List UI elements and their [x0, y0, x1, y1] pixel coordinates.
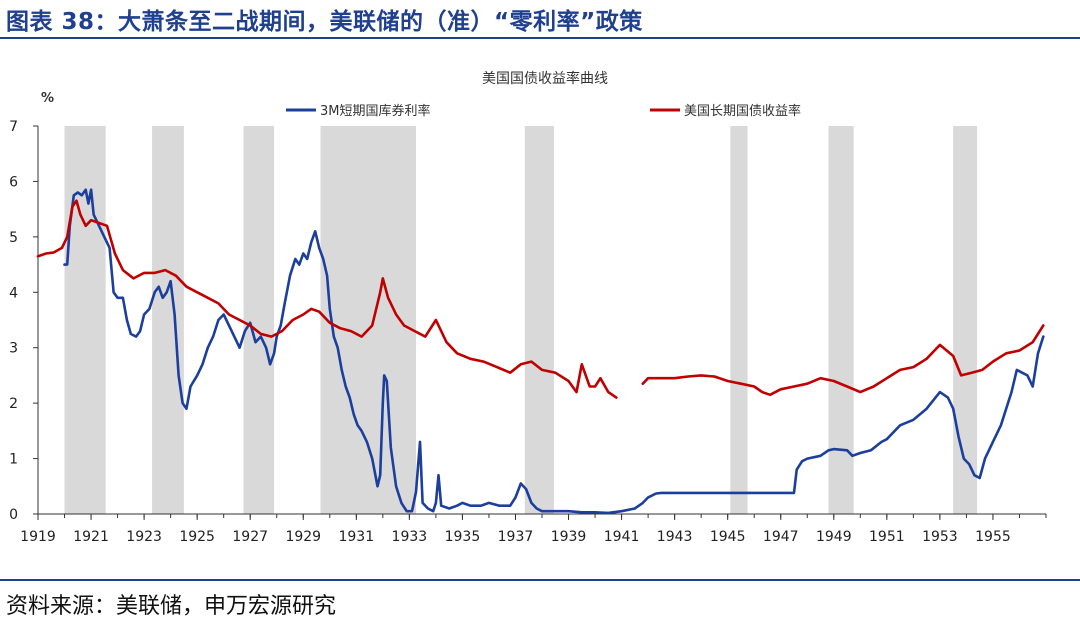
x-tick-label: 1929 [285, 529, 321, 545]
title-rule [0, 37, 1080, 39]
x-tick-label: 1923 [126, 529, 162, 545]
y-tick-label: 7 [9, 119, 18, 135]
x-tick-label: 1947 [763, 529, 799, 545]
x-tick-label: 1939 [551, 529, 587, 545]
x-tick-label: 1921 [73, 529, 109, 545]
x-tick-label: 1955 [975, 529, 1011, 545]
x-tick-label: 1941 [604, 529, 640, 545]
y-tick-label: 1 [9, 452, 18, 468]
source-note: 资料来源：美联储，申万宏源研究 [6, 594, 337, 619]
y-tick-label: 2 [9, 396, 18, 412]
series-lines [36, 188, 1045, 515]
x-tick-label: 1951 [869, 529, 905, 545]
legend: 3M短期国库券利率 美国长期国债收益率 [286, 103, 801, 119]
figure-title: 图表 38：大萧条至二战期间，美联储的（准）“零利率”政策 [6, 9, 643, 35]
y-tick-label: 3 [9, 341, 18, 357]
recession-band [152, 126, 184, 514]
series-line-long-yield [36, 199, 1045, 399]
axes: 0 1 2 3 4 5 6 7 1919 1921 1923 1925 1927 1929 1931 1933… [9, 119, 1047, 545]
recession-band [828, 126, 854, 514]
x-tick-label: 1945 [710, 529, 746, 545]
x-tick-label: 1937 [498, 529, 534, 545]
y-tick-label: 4 [9, 285, 18, 301]
legend-label-long-yield: 美国长期国债收益率 [684, 103, 801, 119]
x-tick-label: 1925 [179, 529, 215, 545]
recession-band [64, 126, 106, 514]
x-tick-label: 1949 [816, 529, 852, 545]
y-tick-label: 0 [9, 507, 18, 523]
x-tick-label: 1919 [20, 529, 56, 545]
legend-label-short-rate: 3M短期国库券利率 [320, 103, 431, 119]
recession-band [730, 126, 748, 514]
x-tick-label: 1935 [445, 529, 481, 545]
x-tick-label: 1927 [232, 529, 268, 545]
x-tick-label: 1953 [922, 529, 958, 545]
y-tick-label: 6 [9, 174, 18, 190]
recession-band [524, 126, 554, 514]
recession-band [953, 126, 978, 514]
yield-chart: 美国国债收益率曲线 % 0 1 2 3 4 5 6 7 1919 1921 1923 1925 1927… [9, 70, 1047, 545]
footer-rule [0, 579, 1080, 581]
x-tick-label: 1943 [657, 529, 693, 545]
chart-title: 美国国债收益率曲线 [482, 70, 608, 87]
x-tick-label: 1933 [392, 529, 428, 545]
x-tick-label: 1931 [338, 529, 374, 545]
series-line-short-rate [63, 188, 1045, 515]
y-axis-unit: % [41, 91, 54, 106]
recession-band [243, 126, 275, 514]
y-tick-label: 5 [9, 230, 18, 246]
recession-bands [64, 126, 978, 514]
